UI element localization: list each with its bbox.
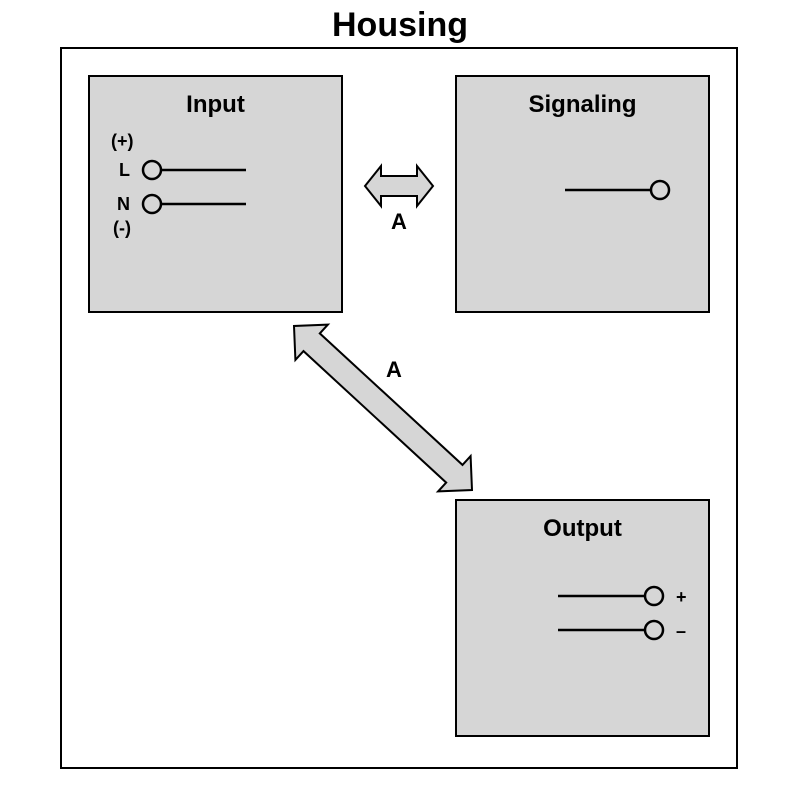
signaling-terminal-0 — [651, 181, 669, 199]
input-label-plus: (+) — [111, 131, 134, 151]
output-label-plus: + — [676, 587, 687, 607]
signaling-block: Signaling — [456, 76, 709, 312]
arrow-input-signaling-label: A — [391, 209, 407, 234]
input-terminal-1 — [143, 195, 161, 213]
output-terminal-0 — [645, 587, 663, 605]
output-block: Output + – — [456, 500, 709, 736]
output-label-minus: – — [676, 621, 686, 641]
input-label-N: N — [117, 194, 130, 214]
input-title: Input — [186, 91, 245, 118]
signaling-title: Signaling — [529, 91, 637, 118]
housing-diagram: Housing Input (+) LN (-) Signaling Output + – A A — [0, 0, 800, 800]
output-title: Output — [543, 515, 622, 542]
input-block: Input (+) LN (-) — [89, 76, 342, 312]
housing-title: Housing — [332, 6, 468, 44]
output-terminal-1 — [645, 621, 663, 639]
input-label-minus: (-) — [113, 218, 131, 238]
input-terminal-0 — [143, 161, 161, 179]
input-label-L: L — [119, 160, 130, 180]
arrow-input-output-label: A — [386, 357, 402, 382]
